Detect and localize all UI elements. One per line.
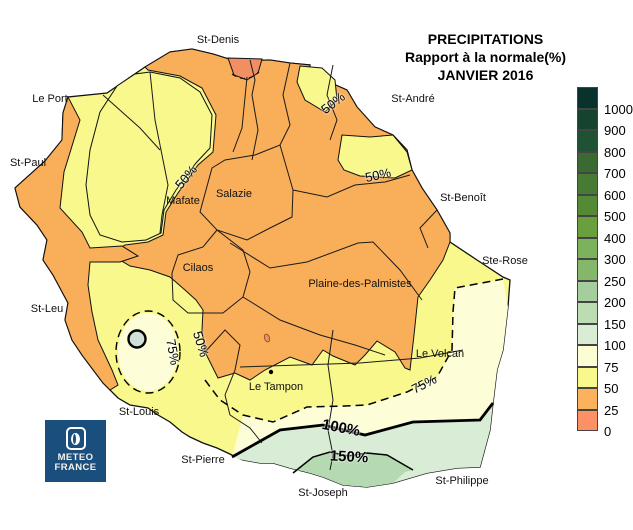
region-orange-center (109, 48, 451, 381)
place-label-st-joseph: St-Joseph (298, 487, 348, 499)
legend-row: 400 (577, 216, 626, 246)
legend-tick-label: 1000 (604, 101, 633, 117)
region-yellow-blob-nw (85, 71, 213, 243)
legend-tick-label: 0 (604, 424, 612, 439)
region-lightgreen-st-joseph (293, 452, 413, 487)
place-label-st-pierre: St-Pierre (181, 454, 225, 466)
legend-tick-label: 500 (604, 209, 626, 224)
place-label-st-philippe: St-Philippe (435, 475, 489, 487)
small-salmon-spot (263, 333, 271, 343)
legend-tick-label: 100 (604, 338, 626, 353)
legend-swatch (577, 173, 598, 195)
legend-row: 150 (577, 302, 626, 332)
contour-label-150: 150% (329, 447, 369, 467)
meteo-france-logo: METEO FRANCE (45, 420, 106, 482)
legend-row: 200 (577, 280, 626, 310)
legend-swatch (577, 388, 598, 410)
region-orange-west-coast (14, 95, 140, 391)
legend-tick-label: 75 (604, 359, 619, 375)
legend-swatch (577, 194, 598, 216)
legend-swatch (577, 345, 598, 367)
meteo-france-orb-glyph (71, 432, 80, 445)
map-title-line3: JANVIER 2016 (437, 67, 534, 83)
region-palegreen-south (232, 403, 493, 487)
legend-row: 25 (577, 388, 618, 418)
legend-swatch (577, 323, 598, 345)
legend-row: 1000 (577, 87, 633, 117)
place-label-st-benoit: St-Benoît (440, 192, 486, 204)
place-label-salazie: Salazie (215, 188, 253, 200)
legend-tick-label: 700 (604, 166, 626, 181)
legend-tick-label: 25 (604, 402, 619, 418)
place-label-st-paul: St-Paul (9, 157, 47, 169)
contour-100-thick (231, 402, 495, 459)
map-title: PRECIPITATIONS Rapport à la normale(%) J… (383, 30, 588, 84)
meteo-france-icon (65, 427, 86, 450)
legend-tick-label: 50 (604, 381, 619, 396)
legend-tick-label: 600 (604, 187, 626, 203)
place-label-plaine-des-palmistes: Plaine-des-Palmistes (308, 278, 412, 290)
legend-swatch (577, 409, 598, 431)
place-label-ste-rose: Ste-Rose (482, 255, 528, 267)
contour-75-dashed-pocket (115, 310, 181, 394)
contour-150-thin (292, 451, 414, 474)
legend-row: 75 (577, 345, 618, 375)
legend-row: 800 (577, 130, 626, 160)
legend-row: 250 (577, 259, 626, 289)
place-label-st-denis: St-Denis (196, 34, 240, 46)
place-label-le-port: Le Port (32, 93, 68, 105)
legend-swatch (577, 151, 598, 173)
legend-swatch (577, 216, 598, 238)
legend-swatch (577, 302, 598, 324)
logo-text-line2: FRANCE (54, 462, 97, 473)
legend-swatch (577, 259, 598, 281)
place-label-le-volcan: Le Volcan (415, 348, 465, 360)
place-label-st-andre: St-André (391, 93, 435, 105)
commune-boundaries (102, 59, 464, 471)
legend-row: 0 (577, 409, 611, 439)
contour-75-dashed-south (204, 278, 504, 423)
legend-tick-label: 800 (604, 144, 626, 160)
legend-tick-label: 300 (604, 252, 626, 267)
lake-symbol (127, 329, 147, 349)
legend-row: 300 (577, 237, 626, 267)
color-scale-legend: 1000 900 800 700 600 500 400 300 250 200… (577, 87, 633, 439)
legend-row: 50 (577, 366, 618, 396)
legend-tick-label: 200 (604, 295, 626, 310)
place-label-le-tampon: Le Tampon (248, 381, 304, 393)
legend-tick-label: 250 (604, 273, 626, 289)
legend-swatch (577, 280, 598, 302)
small-black-dot (268, 369, 274, 375)
legend-row: 500 (577, 194, 626, 224)
place-label-mafate: Mafate (166, 195, 200, 207)
legend-swatch (577, 237, 598, 259)
legend-tick-label: 150 (604, 316, 626, 332)
logo-text-line1: METEO (57, 452, 94, 463)
place-label-cilaos: Cilaos (182, 262, 214, 274)
map-title-line2: Rapport à la normale(%) (404, 49, 567, 65)
legend-swatch (577, 366, 598, 388)
legend-tick-label: 900 (604, 123, 626, 138)
region-cream-southeast (232, 279, 508, 457)
legend-row: 600 (577, 173, 626, 203)
legend-tick-label: 400 (604, 230, 626, 246)
legend-swatch (577, 87, 598, 109)
legend-swatch (577, 108, 598, 130)
map-title-line1: PRECIPITATIONS (427, 31, 544, 47)
place-label-st-louis: St-Louis (118, 406, 160, 418)
contour-25-dashed (231, 71, 260, 80)
region-yellow-patch-ne2 (337, 134, 413, 179)
legend-row: 900 (577, 108, 626, 138)
place-label-st-leu: St-Leu (30, 303, 64, 315)
legend-swatch (577, 130, 598, 152)
legend-row: 700 (577, 151, 626, 181)
legend-row: 100 (577, 323, 626, 353)
